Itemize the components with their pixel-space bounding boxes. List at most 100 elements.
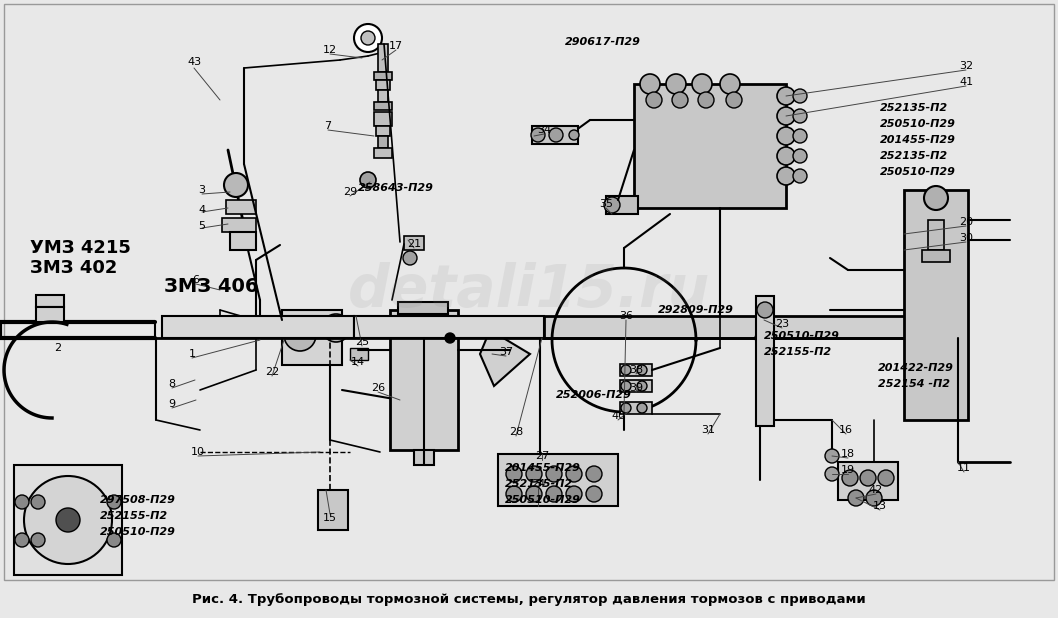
Text: 32: 32 (959, 61, 973, 71)
Text: 22: 22 (264, 367, 279, 377)
Text: 201455-П29: 201455-П29 (880, 135, 955, 145)
Circle shape (621, 381, 631, 391)
Circle shape (531, 128, 545, 142)
Circle shape (794, 109, 807, 123)
Text: 20: 20 (959, 217, 973, 227)
Text: 12: 12 (323, 45, 338, 55)
Circle shape (361, 31, 375, 45)
Circle shape (284, 319, 316, 351)
Circle shape (646, 92, 662, 108)
Bar (922, 250, 950, 262)
Circle shape (15, 495, 29, 509)
Text: УМЗ 4215: УМЗ 4215 (30, 239, 131, 257)
Text: 31: 31 (701, 425, 715, 435)
Circle shape (506, 466, 522, 482)
Circle shape (549, 128, 563, 142)
Text: 252135-П2: 252135-П2 (505, 479, 573, 489)
Bar (532, 126, 578, 144)
Text: ЗМЗ 402: ЗМЗ 402 (30, 259, 117, 277)
Text: 18: 18 (841, 449, 855, 459)
Text: ЗМЗ 406: ЗМЗ 406 (164, 276, 258, 295)
Text: 297508-П29: 297508-П29 (101, 495, 176, 505)
Text: 16: 16 (839, 425, 853, 435)
Text: 24: 24 (531, 479, 545, 489)
Circle shape (566, 466, 582, 482)
Circle shape (777, 127, 795, 145)
Circle shape (546, 486, 562, 502)
Circle shape (15, 533, 29, 547)
Text: 252006-П29: 252006-П29 (557, 390, 632, 400)
Circle shape (878, 470, 894, 486)
Text: 17: 17 (389, 41, 403, 51)
Circle shape (672, 92, 688, 108)
Text: 2: 2 (54, 343, 61, 353)
Circle shape (860, 470, 876, 486)
Bar (378, 90, 388, 102)
Text: 10: 10 (191, 447, 205, 457)
Text: 250510-П29: 250510-П29 (505, 495, 581, 505)
Bar (162, 316, 354, 338)
Bar (606, 196, 638, 214)
Bar (378, 44, 388, 72)
Circle shape (526, 466, 542, 482)
Text: 8: 8 (168, 379, 176, 389)
Circle shape (777, 87, 795, 105)
Circle shape (726, 92, 742, 108)
Text: 250510-П29: 250510-П29 (880, 119, 955, 129)
Text: 201455-П29: 201455-П29 (505, 463, 581, 473)
Circle shape (569, 130, 579, 140)
Circle shape (546, 466, 562, 482)
Text: 252154 -П2: 252154 -П2 (878, 379, 950, 389)
Text: Рис. 4. Трубопроводы тормозной системы, регулятор давления тормозов с приводами: Рис. 4. Трубопроводы тормозной системы, … (193, 593, 865, 606)
Text: 4: 4 (199, 205, 205, 215)
Text: 25: 25 (354, 337, 369, 347)
Circle shape (24, 476, 112, 564)
Circle shape (586, 466, 602, 482)
Text: 42: 42 (869, 485, 883, 495)
Bar (404, 236, 424, 250)
Circle shape (403, 251, 417, 265)
Bar (354, 316, 544, 338)
Circle shape (107, 533, 121, 547)
Text: 250510-П29: 250510-П29 (764, 331, 840, 341)
Bar (373, 148, 393, 158)
Text: 290617-П29: 290617-П29 (565, 37, 641, 47)
Bar (376, 80, 390, 90)
Bar (498, 454, 618, 506)
Circle shape (445, 333, 455, 343)
Circle shape (924, 186, 948, 210)
Circle shape (637, 403, 647, 413)
Circle shape (224, 173, 248, 197)
Circle shape (825, 467, 839, 481)
Bar (378, 136, 388, 148)
Bar (838, 462, 898, 500)
Bar (36, 295, 63, 307)
Bar (226, 200, 256, 214)
Circle shape (755, 333, 765, 343)
Bar (904, 190, 968, 420)
Bar (928, 220, 944, 250)
Bar (756, 296, 774, 426)
Circle shape (586, 486, 602, 502)
Text: 9: 9 (168, 399, 176, 409)
Bar (14, 465, 122, 575)
Circle shape (31, 533, 45, 547)
Bar (282, 310, 342, 365)
Circle shape (777, 167, 795, 185)
Circle shape (720, 74, 740, 94)
Text: 26: 26 (371, 383, 385, 393)
Text: 7: 7 (325, 121, 331, 131)
Text: 250510-П29: 250510-П29 (880, 167, 955, 177)
Text: 1: 1 (188, 349, 196, 359)
Text: 23: 23 (774, 319, 789, 329)
Bar (373, 112, 393, 126)
Bar (620, 402, 652, 414)
Bar (620, 380, 652, 392)
Bar (376, 126, 390, 136)
Text: 43: 43 (187, 57, 201, 67)
Circle shape (777, 147, 795, 165)
Circle shape (777, 107, 795, 125)
Text: 11: 11 (957, 463, 971, 473)
Text: 35: 35 (599, 199, 613, 209)
Circle shape (794, 169, 807, 183)
